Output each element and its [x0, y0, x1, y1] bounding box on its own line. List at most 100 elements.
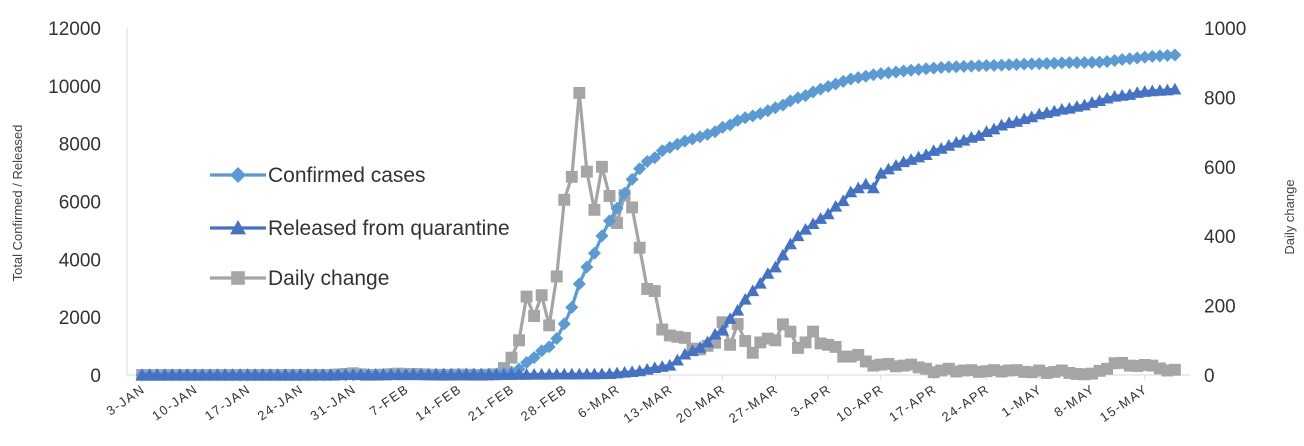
point-square — [776, 318, 789, 331]
point-square — [1003, 364, 1016, 377]
point-square — [1010, 364, 1023, 377]
point-triangle — [859, 177, 873, 190]
point-square — [724, 338, 737, 351]
point-square — [927, 366, 940, 379]
y-left-tick-label: 0 — [90, 366, 101, 387]
point-diamond — [1025, 57, 1039, 71]
point-triangle — [731, 303, 745, 316]
y-right-ticks: 0 200 400 600 800 1000 — [1204, 19, 1246, 387]
legend-label: Released from quarantine — [268, 217, 510, 240]
point-square — [890, 360, 902, 373]
y-left-tick-label: 10000 — [48, 77, 101, 98]
point-triangle — [934, 142, 948, 154]
legend-item: Released from quarantine — [210, 217, 510, 240]
point-square — [1018, 365, 1031, 378]
point-square — [678, 331, 691, 344]
point-square — [980, 365, 993, 378]
point-diamond — [580, 260, 594, 274]
point-square — [867, 359, 880, 372]
point-diamond — [972, 59, 986, 73]
y-right-tick-label: 800 — [1204, 88, 1236, 109]
x-tick-label: 24-JAN — [255, 381, 306, 423]
point-square — [520, 290, 533, 303]
point-square — [573, 86, 586, 99]
point-square — [935, 364, 948, 377]
point-square — [807, 325, 819, 338]
x-tick-label: 21-FEB — [465, 381, 517, 424]
point-square — [988, 364, 1000, 377]
point-diamond — [550, 332, 564, 346]
point-square — [1146, 359, 1159, 372]
point-triangle — [670, 353, 684, 366]
x-tick-label: 6-MAR — [575, 381, 623, 421]
legend-item: Confirmed cases — [210, 164, 426, 187]
point-square — [1108, 357, 1121, 370]
point-diamond — [889, 65, 903, 79]
legend: Confirmed cases Released from quarantine D… — [210, 164, 510, 290]
point-triangle — [942, 138, 956, 151]
point-diamond — [1070, 56, 1084, 70]
y-right-axis-title: Daily change — [1282, 179, 1297, 254]
point-square — [844, 350, 857, 363]
point-triangle — [987, 122, 1001, 135]
point-diamond — [1145, 49, 1159, 63]
x-tick-label: 28-FEB — [518, 381, 570, 424]
point-square — [535, 289, 548, 302]
x-tick-label: 1-MAY — [998, 381, 1045, 420]
point-triangle — [919, 148, 933, 160]
x-tick-label: 31-JAN — [307, 381, 358, 423]
point-diamond — [1085, 55, 1099, 69]
point-square — [709, 336, 721, 349]
legend-label: Daily change — [268, 267, 389, 290]
point-square — [1168, 363, 1181, 376]
point-square — [648, 285, 661, 297]
point-square — [1138, 358, 1151, 371]
point-diamond — [587, 246, 601, 260]
point-triangle — [230, 220, 246, 235]
point-square — [633, 241, 646, 254]
point-square — [513, 334, 525, 347]
point-square — [995, 365, 1008, 378]
point-square — [852, 348, 865, 361]
point-diamond — [912, 63, 926, 77]
point-diamond — [934, 60, 948, 74]
point-triangle — [836, 194, 850, 207]
point-triangle — [791, 229, 805, 242]
point-square — [897, 359, 910, 372]
point-triangle — [844, 185, 858, 198]
point-square — [603, 189, 616, 202]
point-triangle — [716, 323, 730, 336]
point-diamond — [874, 67, 888, 81]
point-diamond — [1130, 51, 1144, 65]
point-triangle — [881, 162, 895, 175]
x-tick-label: 17-APR — [886, 381, 939, 425]
point-diamond — [1108, 54, 1122, 68]
series-layer — [135, 48, 1182, 382]
point-square — [965, 364, 978, 377]
point-square — [1055, 364, 1068, 377]
point-diamond — [919, 62, 933, 76]
point-square — [611, 217, 623, 229]
point-triangle — [738, 292, 752, 305]
point-square — [641, 282, 654, 295]
point-diamond — [1040, 56, 1054, 70]
point-square — [1123, 359, 1136, 372]
point-diamond — [1032, 57, 1046, 71]
point-diamond — [1160, 48, 1174, 62]
point-square — [231, 271, 245, 285]
point-square — [814, 337, 827, 350]
point-diamond — [995, 58, 1009, 72]
y-left-ticks: 0 2000 4000 6000 8000 10000 12000 — [48, 19, 101, 387]
y-left-tick-label: 8000 — [59, 135, 101, 156]
x-tick-label: 27-MAR — [726, 381, 781, 426]
point-triangle — [746, 284, 760, 297]
point-diamond — [979, 59, 993, 73]
point-triangle — [874, 166, 888, 179]
point-square — [837, 350, 850, 363]
point-square — [1153, 362, 1166, 375]
point-triangle — [972, 129, 986, 141]
point-triangle — [693, 341, 707, 353]
point-diamond — [602, 214, 616, 228]
point-square — [972, 365, 985, 378]
